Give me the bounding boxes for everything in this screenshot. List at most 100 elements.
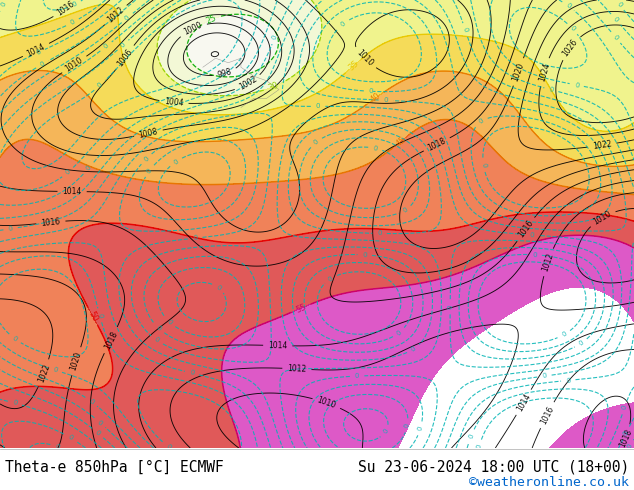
Text: 0: 0 — [119, 41, 127, 49]
Text: 0: 0 — [143, 155, 150, 163]
Text: 0: 0 — [417, 425, 424, 432]
Text: 0: 0 — [0, 1, 7, 8]
Text: 0: 0 — [172, 158, 179, 166]
Text: 0: 0 — [578, 340, 585, 347]
Text: 0: 0 — [476, 443, 483, 449]
Text: 0: 0 — [477, 118, 484, 125]
Text: 0: 0 — [612, 34, 619, 41]
Text: 1008: 1008 — [138, 126, 158, 140]
Text: 0: 0 — [480, 162, 487, 168]
Text: 0: 0 — [103, 43, 110, 50]
Text: 0: 0 — [612, 16, 619, 23]
Text: 0: 0 — [71, 1, 78, 8]
Text: 0: 0 — [616, 1, 623, 8]
Text: 0: 0 — [384, 97, 388, 103]
Text: 0: 0 — [96, 82, 103, 89]
Text: 0: 0 — [94, 429, 101, 437]
Text: 1014: 1014 — [515, 392, 533, 413]
Text: 1010: 1010 — [64, 55, 85, 74]
Text: 0: 0 — [313, 139, 320, 146]
Text: 1016: 1016 — [539, 404, 555, 426]
Text: 0: 0 — [355, 373, 359, 379]
Text: 1020: 1020 — [69, 350, 84, 371]
Text: 0: 0 — [189, 369, 195, 376]
Text: 0: 0 — [8, 225, 13, 232]
Text: 35: 35 — [346, 59, 360, 73]
Text: 0: 0 — [569, 25, 576, 32]
Text: 1012: 1012 — [287, 364, 307, 374]
Text: 1012: 1012 — [106, 5, 126, 25]
Text: 0: 0 — [215, 284, 222, 292]
Text: 1010: 1010 — [592, 209, 613, 226]
Text: 0: 0 — [401, 206, 408, 214]
Text: 0: 0 — [12, 400, 18, 407]
Text: 1014: 1014 — [25, 42, 47, 58]
Text: 0: 0 — [164, 443, 172, 450]
Text: 0: 0 — [565, 2, 572, 10]
Text: 0: 0 — [146, 167, 153, 174]
Text: 0: 0 — [404, 423, 411, 428]
Text: 1018: 1018 — [426, 136, 448, 153]
Text: 1000: 1000 — [183, 21, 204, 37]
Text: 0: 0 — [373, 145, 378, 152]
Text: 25: 25 — [205, 13, 218, 25]
Text: Su 23-06-2024 18:00 UTC (18+00): Su 23-06-2024 18:00 UTC (18+00) — [358, 460, 629, 475]
Text: 0: 0 — [52, 367, 58, 374]
Text: 40: 40 — [368, 92, 382, 105]
Text: 0: 0 — [621, 404, 628, 411]
Text: 1010: 1010 — [355, 49, 375, 69]
Text: 0: 0 — [87, 398, 95, 405]
Text: 0: 0 — [462, 27, 469, 33]
Text: 0: 0 — [166, 318, 173, 326]
Text: 0: 0 — [69, 19, 76, 26]
Text: 0: 0 — [377, 230, 382, 237]
Text: ©weatheronline.co.uk: ©weatheronline.co.uk — [469, 476, 629, 489]
Text: 0: 0 — [560, 331, 567, 338]
Text: 1002: 1002 — [238, 75, 259, 92]
Text: 45: 45 — [394, 135, 408, 148]
Text: 0: 0 — [155, 324, 162, 332]
Text: 0: 0 — [447, 305, 453, 310]
Text: 998: 998 — [216, 67, 233, 80]
Text: 0: 0 — [54, 443, 60, 450]
Text: 1022: 1022 — [36, 363, 51, 384]
Text: 1012: 1012 — [541, 252, 555, 273]
Text: 0: 0 — [67, 434, 74, 441]
Text: 1020: 1020 — [511, 61, 526, 82]
Text: 0: 0 — [96, 419, 103, 426]
Text: 0: 0 — [327, 275, 334, 282]
Text: 0: 0 — [530, 232, 534, 238]
Text: 0: 0 — [64, 169, 72, 176]
Text: 0: 0 — [316, 103, 320, 109]
Text: 1016: 1016 — [517, 219, 535, 240]
Text: 1022: 1022 — [592, 140, 612, 151]
Text: 0: 0 — [369, 88, 373, 95]
Text: 0: 0 — [153, 336, 160, 344]
Text: 0: 0 — [340, 20, 347, 28]
Text: 0: 0 — [532, 251, 537, 258]
Text: 0: 0 — [468, 433, 475, 439]
Text: 0: 0 — [410, 345, 417, 353]
Text: 0: 0 — [96, 313, 103, 318]
Text: 30: 30 — [267, 80, 280, 93]
Text: 0: 0 — [35, 49, 42, 56]
Text: 1004: 1004 — [164, 97, 184, 108]
Text: 1024: 1024 — [537, 61, 551, 82]
Text: 0: 0 — [11, 335, 18, 343]
Text: 1014: 1014 — [62, 187, 82, 196]
Text: 0: 0 — [574, 82, 579, 88]
Text: 0: 0 — [85, 164, 93, 171]
Text: 1014: 1014 — [268, 341, 287, 350]
Text: 0: 0 — [626, 443, 634, 450]
Text: Theta-e 850hPa [°C] ECMWF: Theta-e 850hPa [°C] ECMWF — [5, 460, 224, 475]
Text: 55: 55 — [295, 302, 307, 315]
Text: 0: 0 — [193, 235, 198, 242]
Text: 1006: 1006 — [116, 47, 134, 68]
Text: 1016: 1016 — [55, 0, 76, 18]
Text: 0: 0 — [566, 377, 571, 384]
Text: 0: 0 — [362, 252, 367, 258]
Text: 50: 50 — [86, 309, 99, 323]
Text: 1026: 1026 — [561, 37, 579, 58]
Text: 1018: 1018 — [618, 428, 633, 449]
Text: 0: 0 — [542, 373, 547, 379]
